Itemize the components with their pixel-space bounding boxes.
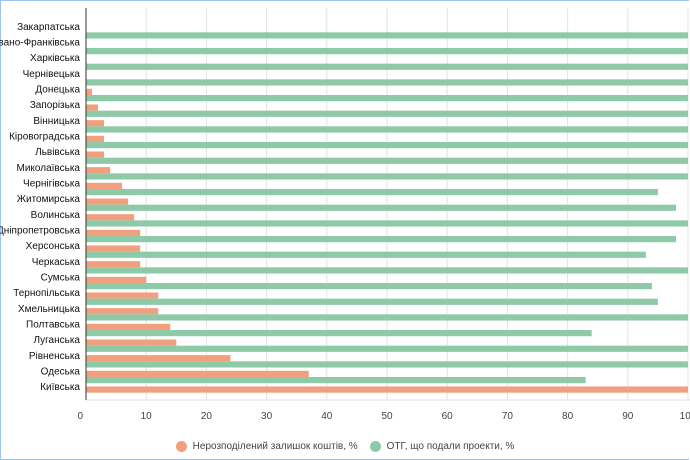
bar-unallocated	[86, 120, 105, 127]
legend-item-unallocated: Нерозподілений залишок коштів, %	[175, 440, 358, 452]
bar-unallocated	[86, 104, 99, 111]
x-tick-label: 50	[381, 411, 393, 422]
category-label: Миколаївська	[17, 163, 81, 174]
bar-unallocated	[86, 261, 141, 268]
bar-projects	[86, 142, 688, 149]
category-label: Чернівецька	[23, 69, 81, 80]
bar-unallocated	[86, 386, 688, 393]
bar-unallocated	[86, 292, 159, 299]
legend-label-unallocated: Нерозподілений залишок коштів, %	[192, 440, 358, 452]
category-label: Закарпатська	[17, 22, 80, 33]
bar-unallocated	[86, 151, 105, 158]
category-label: Сумська	[41, 273, 81, 284]
category-label: Львівська	[35, 147, 80, 158]
x-tick-label: 40	[321, 411, 333, 422]
category-label: Івано-Франківська	[0, 38, 80, 49]
category-label: Волинська	[31, 210, 81, 221]
bar-projects	[86, 95, 688, 102]
bar-projects	[86, 236, 676, 243]
bar-projects	[86, 48, 688, 55]
x-tick-label: 80	[562, 411, 574, 422]
bar-projects	[86, 126, 688, 133]
bar-projects	[86, 63, 688, 70]
bar-unallocated	[86, 323, 171, 330]
x-tick-label: 100	[680, 411, 690, 422]
category-labels: Закарпатська Івано-Франківська Харківська Ч…	[0, 22, 80, 393]
legend-label-projects: ОТГ, що подали проекти, %	[386, 440, 515, 452]
bar-projects	[86, 157, 688, 164]
bar-projects	[86, 267, 688, 274]
bar-projects	[86, 251, 646, 258]
category-label: Київська	[40, 382, 80, 393]
x-tick-label: 60	[442, 411, 454, 422]
legend-swatch-projects	[369, 440, 381, 452]
x-tick-label: 10	[141, 411, 153, 422]
bar-projects	[86, 204, 676, 211]
x-tick-label: 20	[201, 411, 213, 422]
category-label: Рівненська	[29, 351, 81, 362]
bar-unallocated	[86, 214, 135, 221]
x-tick-labels: 0 10 20 30 40 50 60 70 80 90 100	[77, 411, 690, 422]
bar-unallocated	[86, 245, 141, 252]
category-label: Вінницька	[33, 116, 80, 127]
category-label: Херсонська	[26, 241, 81, 252]
x-tick-label: 90	[622, 411, 634, 422]
bar-unallocated	[86, 339, 177, 346]
bar-projects	[86, 189, 658, 196]
bar-projects	[86, 32, 688, 39]
x-tick-label: 70	[502, 411, 514, 422]
bar-unallocated	[86, 308, 159, 315]
bar-projects	[86, 173, 688, 180]
bar-projects	[86, 361, 688, 368]
category-label: Запорізька	[30, 100, 81, 111]
bar-projects	[86, 110, 688, 117]
category-label: Дніпропетровська	[0, 226, 80, 237]
bar-projects	[86, 283, 652, 290]
bar-projects	[86, 377, 586, 384]
legend: Нерозподілений залишок коштів, % ОТГ, що…	[0, 436, 690, 456]
x-tick-label: 0	[77, 411, 83, 422]
bar-unallocated	[86, 370, 309, 377]
legend-swatch-unallocated	[175, 440, 187, 452]
bar-projects	[86, 298, 658, 305]
x-tick-label: 30	[261, 411, 273, 422]
category-label: Полтавська	[26, 320, 80, 331]
bar-projects	[86, 220, 688, 227]
category-label: Тернопільська	[13, 288, 80, 299]
bar-unallocated	[86, 167, 111, 174]
bar-projects	[86, 79, 688, 86]
category-label: Житомирська	[17, 194, 81, 205]
category-label: Черкаська	[32, 257, 81, 268]
category-label: Хмельницька	[18, 304, 80, 315]
category-label: Кіровоградська	[9, 132, 80, 143]
category-label: Луганська	[33, 335, 80, 346]
bar-unallocated	[86, 88, 93, 95]
bar-layer	[86, 32, 688, 393]
bar-unallocated	[86, 198, 129, 205]
bar-projects	[86, 330, 592, 337]
bar-unallocated	[86, 276, 147, 283]
bar-projects	[86, 314, 688, 321]
bar-unallocated	[86, 182, 123, 189]
category-label: Одеська	[41, 367, 81, 378]
legend-item-projects: ОТГ, що подали проекти, %	[369, 440, 515, 452]
bar-projects	[86, 345, 688, 352]
category-label: Харківська	[30, 53, 80, 64]
bar-unallocated	[86, 355, 231, 362]
category-label: Донецька	[35, 85, 80, 96]
bar-unallocated	[86, 135, 105, 142]
category-label: Чернігівська	[23, 179, 80, 190]
bar-unallocated	[86, 229, 141, 236]
